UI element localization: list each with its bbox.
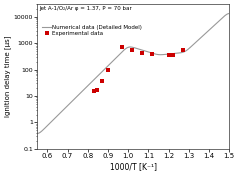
Numerical data (Detailed Model) xyxy=(185,49,188,51)
Numerical data (Detailed Model) xyxy=(36,132,39,135)
Numerical data (Detailed Model) xyxy=(228,12,231,15)
Experimental data xyxy=(95,89,98,91)
Experimental data xyxy=(107,69,109,71)
Y-axis label: Ignition delay time [μs]: Ignition delay time [μs] xyxy=(4,36,11,117)
X-axis label: 1000/T [K⁻¹]: 1000/T [K⁻¹] xyxy=(110,162,157,171)
Numerical data (Detailed Model) xyxy=(168,53,171,55)
Experimental data xyxy=(181,49,184,51)
Experimental data xyxy=(141,52,144,54)
Experimental data xyxy=(151,53,154,55)
Numerical data (Detailed Model) xyxy=(189,46,192,48)
Experimental data xyxy=(121,46,124,48)
Numerical data (Detailed Model) xyxy=(120,51,123,53)
Line: Experimental data: Experimental data xyxy=(92,45,185,93)
Line: Numerical data (Detailed Model): Numerical data (Detailed Model) xyxy=(37,13,229,134)
Experimental data xyxy=(92,90,95,92)
Numerical data (Detailed Model) xyxy=(55,115,58,117)
Experimental data xyxy=(131,49,134,51)
Legend: Numerical data (Detailed Model), Experimental data: Numerical data (Detailed Model), Experim… xyxy=(42,24,143,37)
Experimental data xyxy=(171,54,174,56)
Experimental data xyxy=(167,54,170,56)
Numerical data (Detailed Model) xyxy=(114,58,116,60)
Experimental data xyxy=(100,80,103,82)
Text: Jet A-1/O₂/Ar φ = 1.37, P = 70 bar: Jet A-1/O₂/Ar φ = 1.37, P = 70 bar xyxy=(39,6,132,11)
